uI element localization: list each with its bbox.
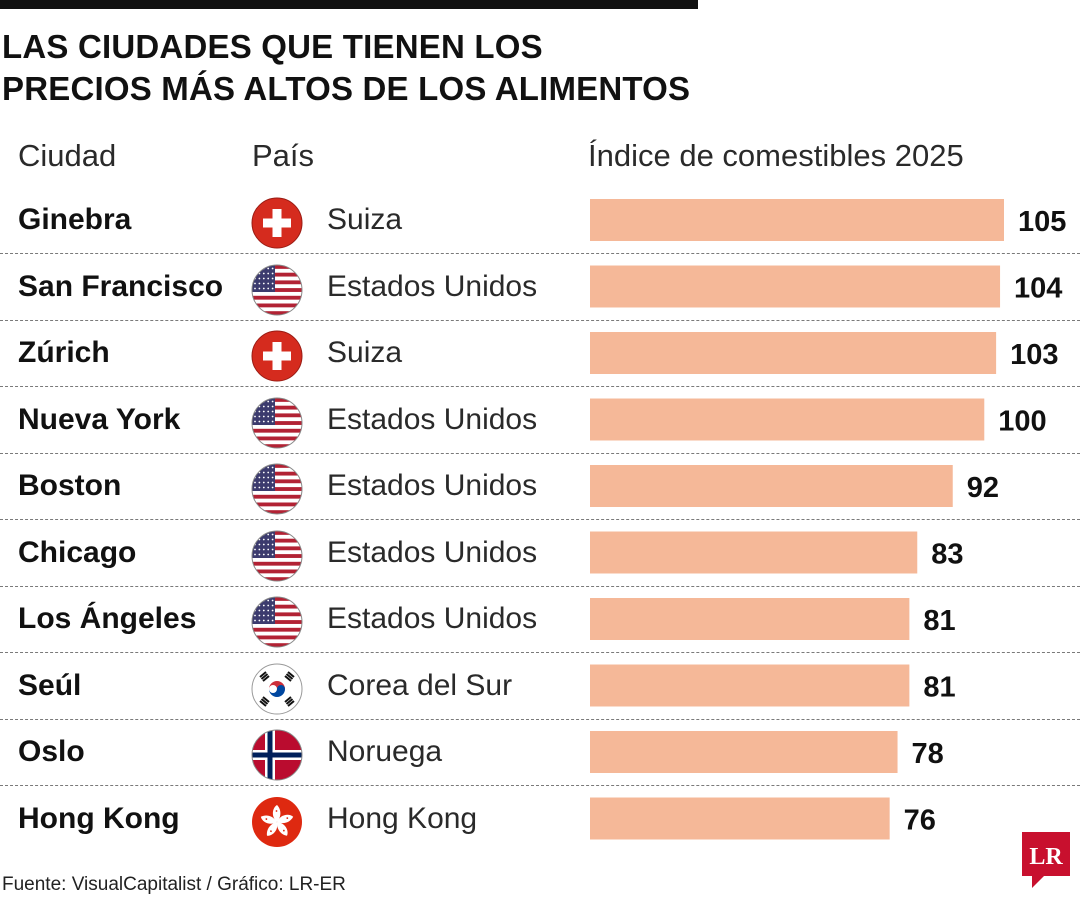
table-row: Zúrich Suiza	[0, 320, 1080, 386]
row-separator	[0, 519, 1080, 520]
country-name: Corea del Sur	[327, 668, 513, 702]
usa-flag-icon	[251, 596, 303, 648]
usa-flag-icon	[251, 463, 303, 515]
country-name: Estados Unidos	[327, 469, 538, 502]
city-name: Ginebra	[18, 203, 132, 236]
country-name: Estados Unidos	[327, 269, 538, 303]
table-row: Los Ángeles Estados Unidos	[0, 586, 1080, 652]
country-name: Estados Unidos	[327, 602, 538, 635]
table-row: Seúl Corea del Sur	[0, 653, 1080, 719]
switzerland-flag-icon	[251, 330, 303, 382]
city-name: Nueva York	[18, 402, 181, 436]
title-line-1: LAS CIUDADES QUE TIENEN LOS	[2, 28, 543, 65]
row-separator	[0, 652, 1080, 653]
table-row: Hong Kong Hong Kong	[0, 786, 1080, 852]
country-name: Suiza	[327, 203, 403, 236]
table-row: San Francisco Estados Unidos	[0, 254, 1080, 320]
row-separator	[0, 452, 1080, 454]
title-line-2: PRECIOS MÁS ALTOS DE LOS ALIMENTOS	[2, 70, 691, 107]
lr-logo-text: LR	[1029, 844, 1063, 870]
switzerland-flag-icon	[251, 197, 303, 249]
usa-flag-icon	[251, 264, 303, 315]
city-name: Chicago	[18, 535, 137, 569]
usa-flag-icon	[251, 530, 303, 581]
city-name: Hong Kong	[18, 801, 180, 835]
row-separator	[0, 253, 1080, 254]
table-row: Ginebra Suiza	[0, 187, 1080, 253]
column-header-city: Ciudad	[18, 138, 117, 173]
row-separator	[0, 386, 1080, 387]
table-row: Chicago Estados Unidos	[0, 520, 1080, 586]
row-separator	[0, 785, 1080, 786]
table-row: Nueva York Estados Unidos	[0, 387, 1080, 453]
hong-kong-flag-icon	[252, 796, 302, 847]
city-name: Los Ángeles	[18, 602, 197, 635]
row-separator	[0, 718, 1080, 720]
column-header-country: País	[252, 138, 315, 173]
row-separator	[0, 319, 1080, 321]
chart-title: LAS CIUDADES QUE TIENEN LOS PRECIOS MÁS …	[2, 26, 762, 110]
country-name: Noruega	[327, 735, 443, 768]
city-name: Seúl	[18, 668, 82, 702]
country-name: Estados Unidos	[327, 402, 538, 436]
norway-flag-icon	[251, 729, 303, 781]
country-name: Estados Unidos	[327, 535, 538, 569]
usa-flag-icon	[251, 397, 303, 448]
source-note: Fuente: VisualCapitalist / Gráfico: LR-E…	[2, 874, 346, 895]
city-name: Oslo	[18, 735, 85, 768]
table-row: Oslo Noruega	[0, 719, 1080, 785]
city-name: San Francisco	[18, 269, 224, 303]
city-name: Boston	[18, 469, 122, 502]
country-name: Suiza	[327, 336, 403, 369]
top-rule	[0, 0, 698, 9]
city-name: Zúrich	[18, 336, 110, 369]
lr-logo-icon: LR	[1022, 832, 1070, 888]
column-header-index: Índice de comestibles 2025	[588, 138, 964, 173]
row-separator	[0, 585, 1080, 587]
table-row: Boston Estados Unidos	[0, 453, 1080, 519]
country-name: Hong Kong	[327, 801, 478, 835]
south-korea-flag-icon	[251, 663, 303, 714]
